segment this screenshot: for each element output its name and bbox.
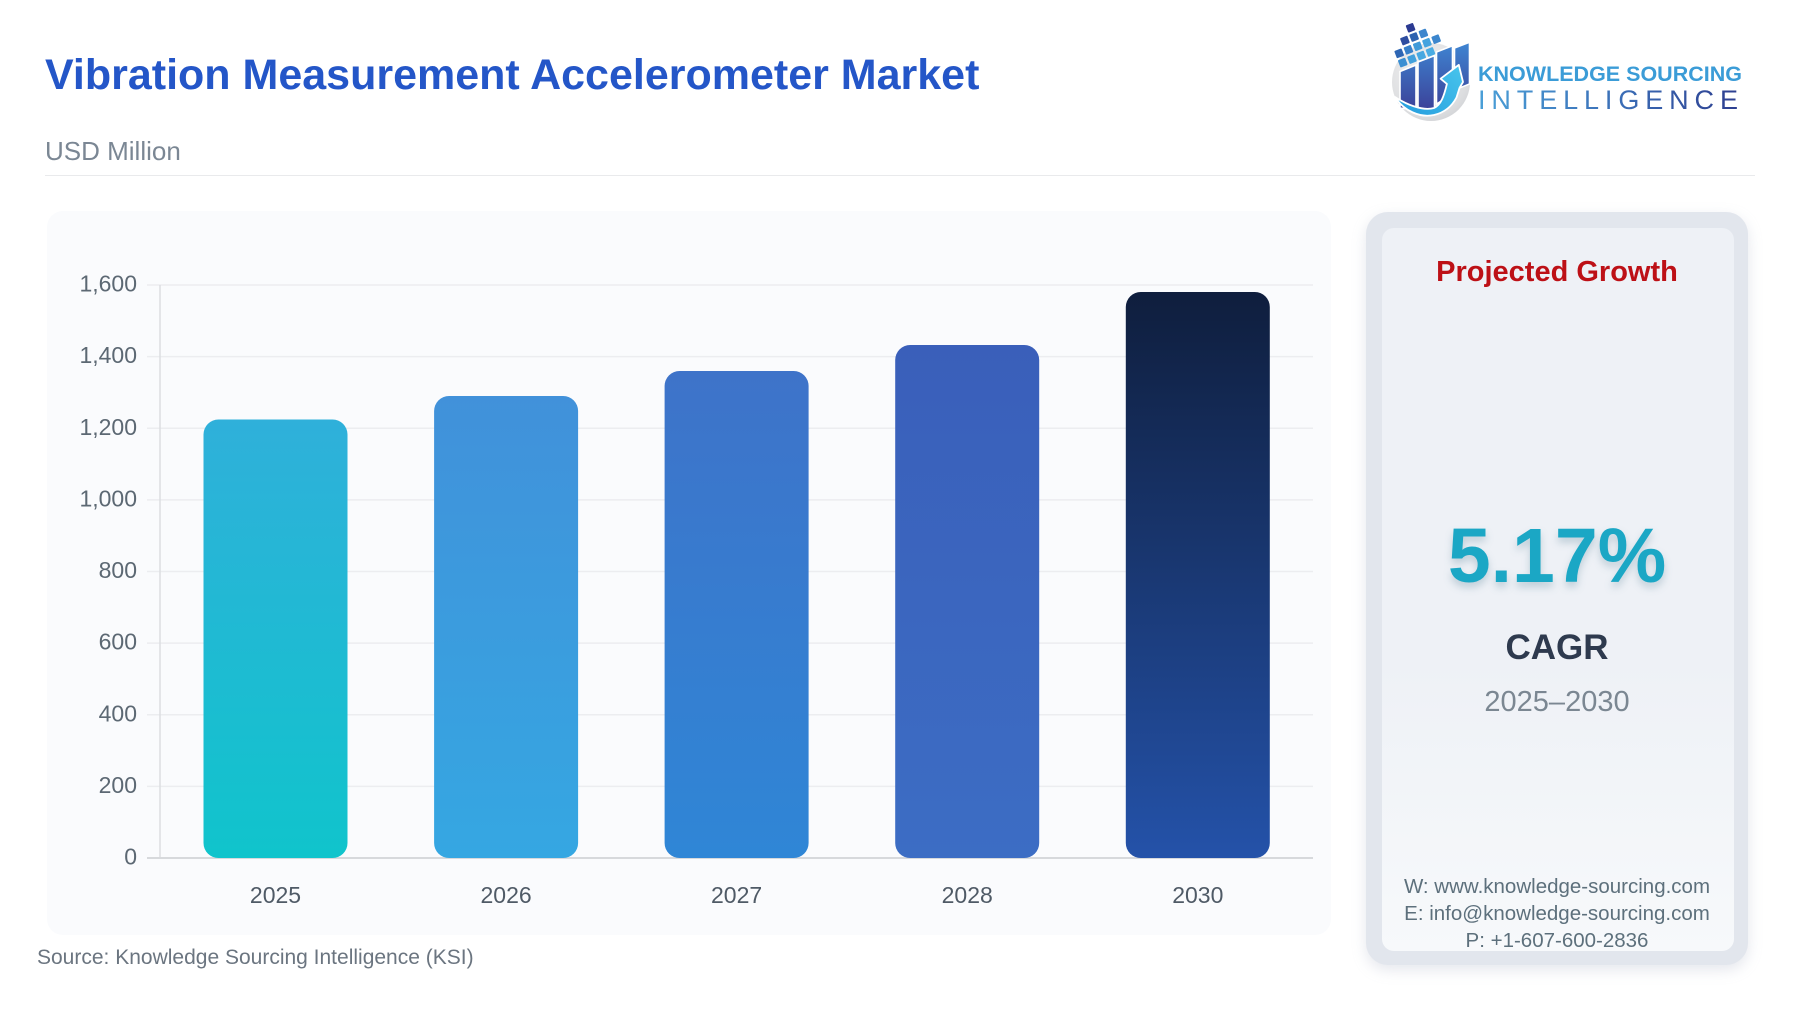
svg-text:400: 400 — [99, 700, 137, 726]
svg-text:1,200: 1,200 — [79, 414, 137, 440]
svg-text:KNOWLEDGE SOURCING: KNOWLEDGE SOURCING — [1478, 62, 1742, 86]
svg-text:INTELLIGENCE: INTELLIGENCE — [1478, 85, 1744, 115]
svg-text:1,400: 1,400 — [79, 342, 137, 368]
svg-text:2030: 2030 — [1172, 882, 1223, 908]
svg-text:2028: 2028 — [942, 882, 993, 908]
svg-text:1,000: 1,000 — [79, 485, 137, 511]
svg-text:800: 800 — [99, 557, 137, 583]
svg-text:0: 0 — [124, 844, 137, 870]
svg-text:600: 600 — [99, 629, 137, 655]
svg-text:1,600: 1,600 — [79, 271, 137, 297]
svg-text:2027: 2027 — [711, 882, 762, 908]
svg-text:2026: 2026 — [481, 882, 532, 908]
svg-text:200: 200 — [99, 772, 137, 798]
svg-text:2025: 2025 — [250, 882, 301, 908]
